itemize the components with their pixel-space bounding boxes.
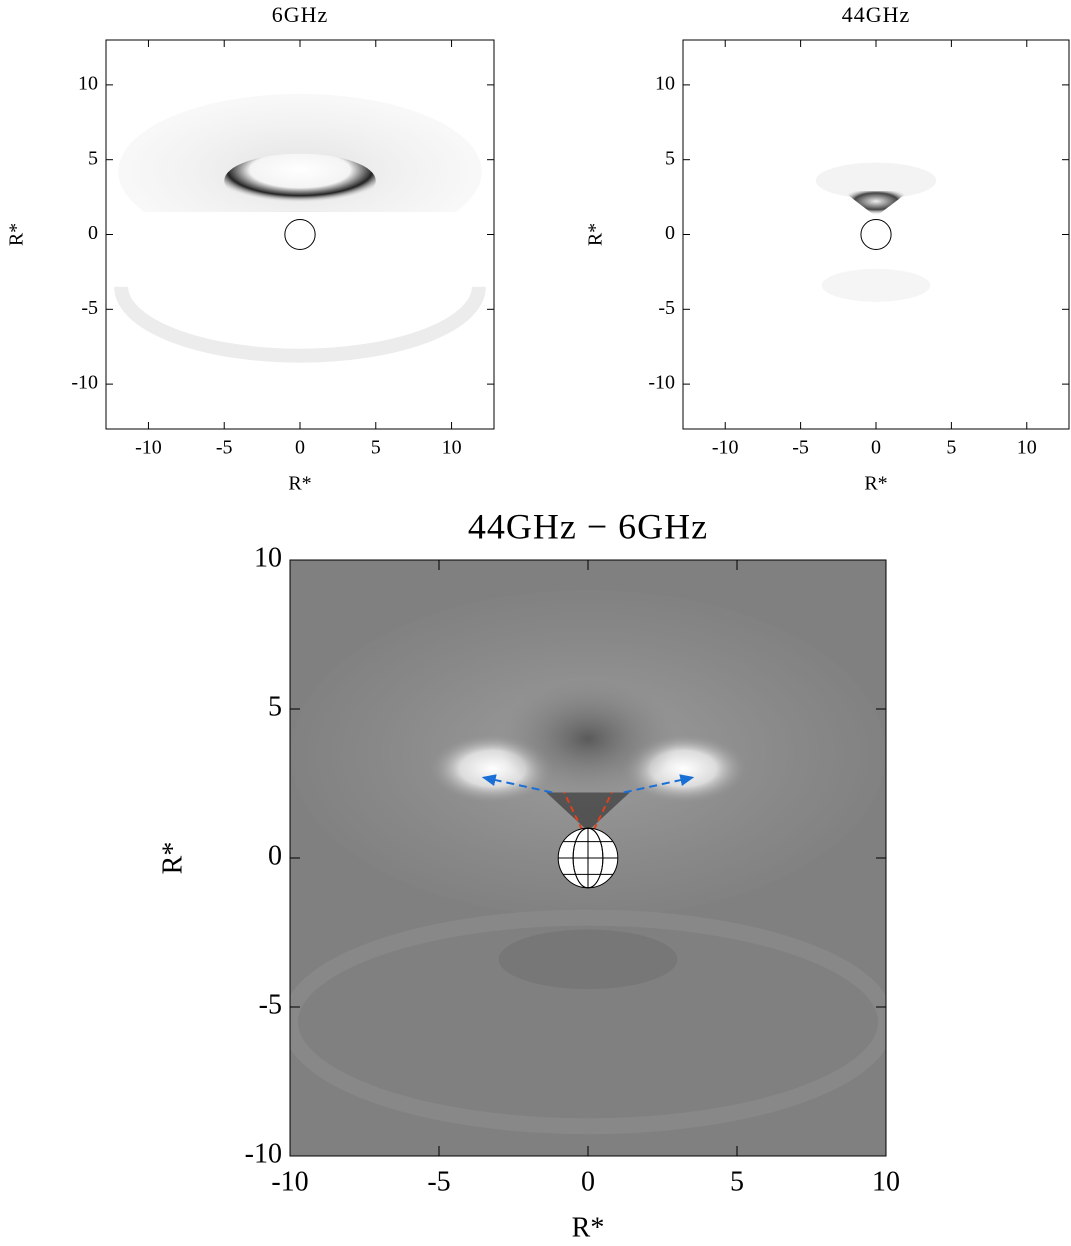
- y-tick-label: -10: [648, 372, 675, 394]
- y-axis-label: R*: [157, 842, 188, 875]
- y-tick-label: 0: [665, 222, 675, 244]
- y-tick-label: 10: [655, 72, 675, 94]
- image-layer: [683, 40, 1069, 429]
- cone: [546, 792, 630, 832]
- y-tick-label: -10: [245, 1138, 282, 1169]
- x-tick-label: 10: [1017, 437, 1037, 459]
- x-tick-label: -5: [792, 437, 809, 459]
- x-axis-label: R*: [288, 473, 311, 495]
- image-layer: [290, 560, 886, 1156]
- inner-dark: [498, 679, 678, 799]
- flow-left: [481, 774, 553, 794]
- lower-dip: [498, 929, 678, 990]
- y-tick-label: 0: [268, 840, 282, 871]
- y-tick-label: -5: [658, 297, 675, 319]
- x-tick-label: 10: [872, 1166, 900, 1197]
- x-tick-label: -5: [216, 437, 233, 459]
- y-tick-label: 5: [665, 147, 675, 169]
- flow-right: [623, 774, 695, 794]
- y-tick-label: -5: [81, 297, 98, 319]
- y-tick-label: 5: [268, 691, 282, 722]
- y-tick-label: 10: [78, 72, 98, 94]
- cone: [842, 191, 910, 217]
- y-tick-label: 5: [88, 147, 98, 169]
- x-tick-label: 0: [871, 437, 881, 459]
- x-tick-label: -5: [427, 1166, 450, 1197]
- y-tick-label: 0: [88, 222, 98, 244]
- x-tick-label: -10: [712, 437, 739, 459]
- x-tick-label: -10: [271, 1166, 308, 1197]
- field-left: [563, 792, 583, 831]
- panel-title: 6GHz: [272, 2, 329, 27]
- y-tick-label: -5: [259, 989, 282, 1020]
- field-right: [593, 792, 613, 831]
- panel-title: 44GHz: [842, 2, 911, 27]
- x-tick-label: 0: [295, 437, 305, 459]
- y-axis-label: R*: [585, 223, 607, 246]
- star: [284, 219, 316, 250]
- x-tick-label: 0: [581, 1166, 595, 1197]
- lower-lobe: [821, 268, 931, 302]
- lower-band: [290, 909, 886, 1135]
- y-axis-label: R*: [6, 223, 28, 246]
- x-axis-label: R*: [864, 473, 887, 495]
- y-tick-label: 10: [254, 542, 282, 573]
- upper-lobe: [815, 162, 937, 199]
- image-layer: [106, 40, 494, 429]
- x-tick-label: 5: [371, 437, 381, 459]
- x-tick-label: 5: [946, 437, 956, 459]
- x-tick-label: 10: [442, 437, 462, 459]
- crescent: [224, 153, 376, 208]
- star: [860, 219, 892, 250]
- panel-title: 44GHz − 6GHz: [468, 506, 708, 546]
- x-tick-label: -10: [135, 437, 162, 459]
- x-tick-label: 5: [730, 1166, 744, 1197]
- y-tick-label: -10: [71, 372, 98, 394]
- x-axis-label: R*: [572, 1212, 605, 1243]
